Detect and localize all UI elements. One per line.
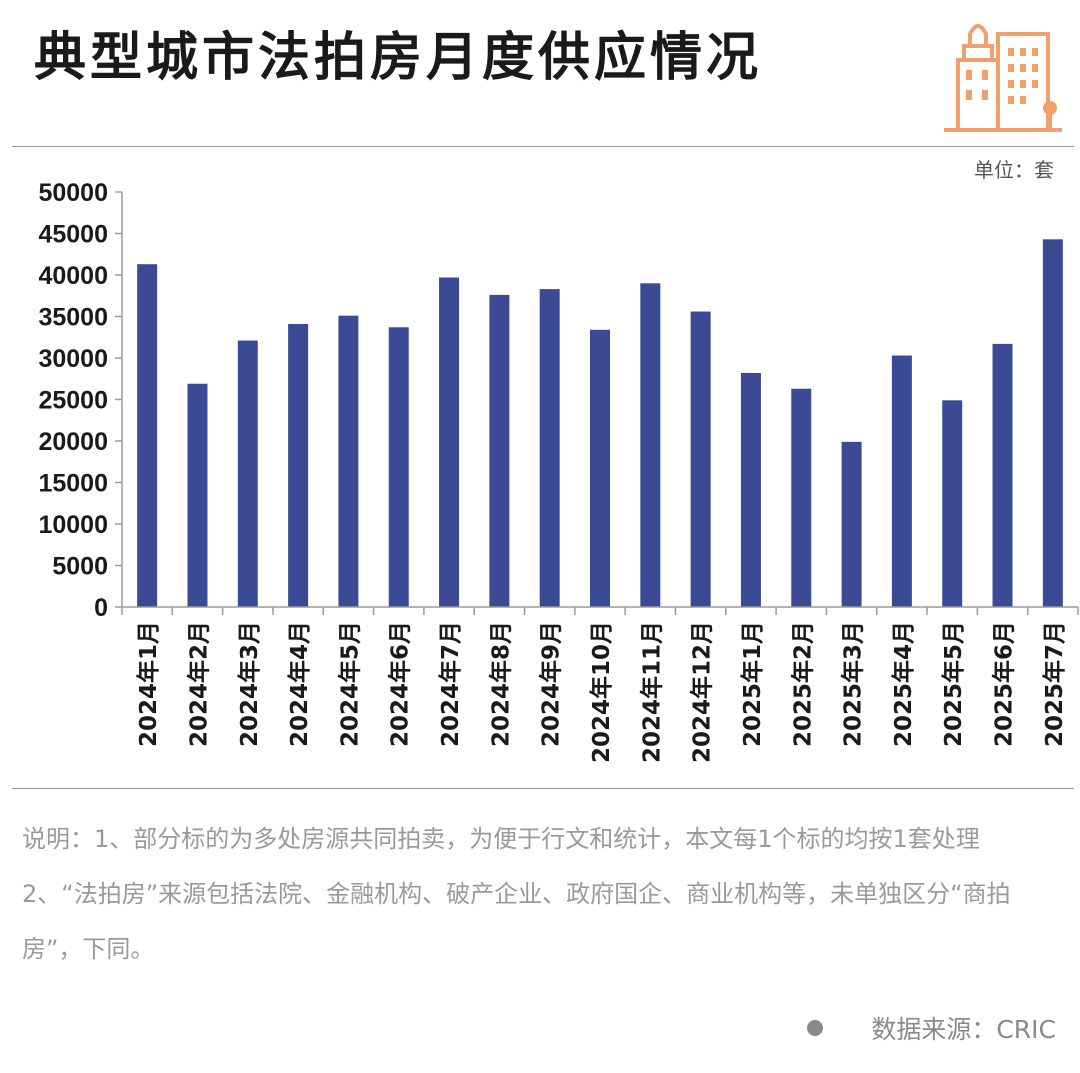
x-tick-label: 2025年5月 (940, 621, 967, 747)
x-tick-label: 2024年5月 (336, 621, 363, 747)
city-buildings-icon (944, 24, 1062, 132)
bar (640, 283, 661, 607)
x-tick-label: 2024年11月 (638, 621, 665, 763)
y-tick-label: 25000 (38, 387, 108, 415)
x-tick-label: 2025年4月 (890, 621, 917, 747)
bar (740, 372, 761, 607)
y-tick-label: 30000 (38, 345, 108, 373)
bar (590, 329, 610, 607)
x-axis: 2024年1月 2024年2月 2024年3月 2024年4月 2024年5月 2024年… (121, 606, 1079, 763)
x-tick-label: 2025年6月 (991, 621, 1018, 747)
bar (690, 311, 711, 607)
bar (539, 289, 560, 607)
x-tick-label: 2024年4月 (286, 621, 313, 747)
bar (1042, 239, 1063, 607)
bar (942, 400, 963, 607)
x-tick-label: 2025年2月 (789, 621, 816, 747)
y-tick-label: 15000 (38, 470, 108, 498)
bar (791, 388, 812, 607)
bar (388, 327, 409, 607)
data-source: 数据来源：CRIC (807, 1010, 1056, 1046)
y-axis: 0 5000 10000 15000 20000 25000 30000 35000 40000… (38, 179, 123, 622)
y-tick-label: 35000 (38, 304, 108, 332)
x-tick-label: 2024年12月 (689, 621, 716, 763)
y-tick-label: 45000 (38, 221, 108, 249)
bar (439, 277, 460, 607)
bar (237, 340, 258, 607)
x-tick-label: 2025年1月 (739, 621, 766, 747)
y-tick-label: 50000 (38, 179, 108, 207)
x-tick-label: 2024年6月 (387, 621, 414, 747)
bar-series (137, 239, 1063, 607)
y-tick-label: 40000 (38, 262, 108, 290)
bar (992, 343, 1013, 607)
x-tick-label: 2024年7月 (437, 621, 464, 747)
y-tick-label: 5000 (52, 553, 108, 581)
bullet-dot-icon (807, 1020, 824, 1036)
x-tick-label: 2024年8月 (487, 621, 514, 747)
notes: 说明：1、部分标的为多处房源共同拍卖，为便于行文和统计，本文每1个标的均按1套处… (22, 812, 1062, 977)
note-1: 说明：1、部分标的为多处房源共同拍卖，为便于行文和统计，本文每1个标的均按1套处… (22, 825, 980, 853)
unit-label: 单位：套 (974, 158, 1054, 182)
notes-divider (12, 788, 1074, 789)
bar (841, 441, 862, 607)
bar-chart: 0 5000 10000 15000 20000 25000 30000 35000 40000… (38, 179, 1079, 763)
x-tick-label: 2024年9月 (538, 621, 565, 747)
bar (489, 294, 510, 607)
y-tick-label: 10000 (38, 511, 108, 539)
x-tick-label: 2024年10月 (588, 621, 615, 763)
header-divider (12, 146, 1074, 147)
x-tick-label: 2025年3月 (840, 621, 867, 747)
y-tick-label: 0 (94, 594, 108, 622)
y-tick-label: 20000 (38, 428, 108, 456)
x-tick-label: 2024年2月 (185, 621, 212, 747)
x-tick-label: 2024年1月 (135, 621, 162, 747)
data-source-label: 数据来源：CRIC (871, 1015, 1056, 1044)
page-title: 典型城市法拍房月度供应情况 (34, 28, 763, 88)
bar (187, 383, 208, 607)
bar (891, 355, 912, 607)
bar (288, 323, 309, 607)
x-tick-label: 2024年3月 (236, 621, 263, 747)
x-tick-label: 2025年7月 (1041, 621, 1068, 747)
note-2: 2、“法拍房”来源包括法院、金融机构、破产企业、政府国企、商业机构等，未单独区分… (22, 880, 1011, 963)
bar (338, 315, 359, 607)
bar (137, 264, 158, 607)
